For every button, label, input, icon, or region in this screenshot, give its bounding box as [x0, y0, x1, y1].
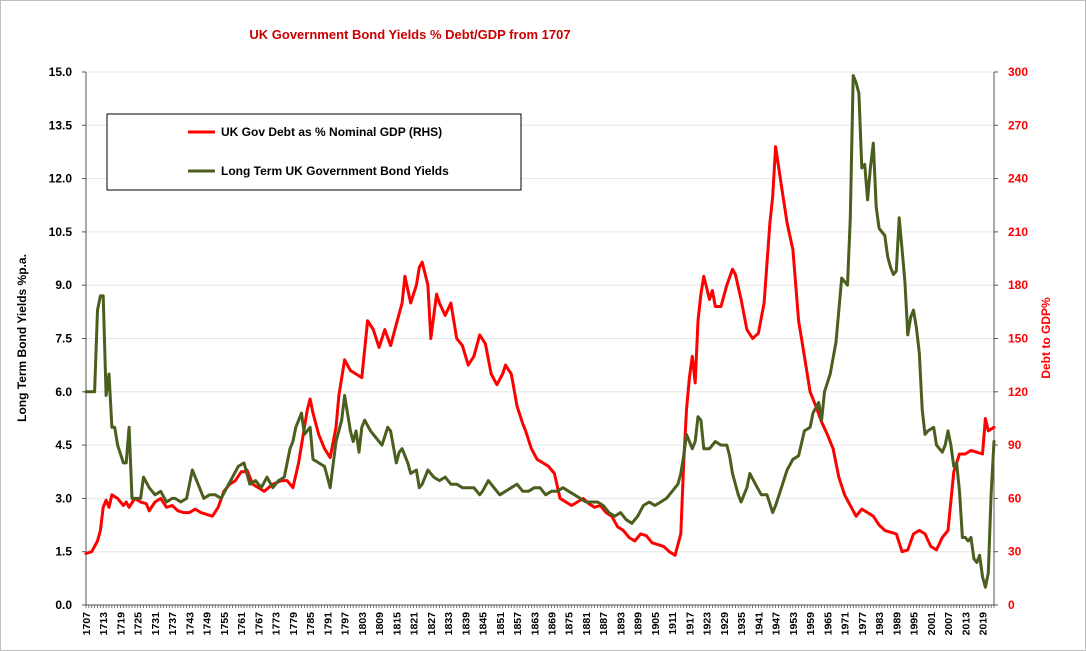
legend: UK Gov Debt as % Nominal GDP (RHS) Long … — [106, 113, 522, 191]
y2-tick-label: 240 — [1008, 172, 1028, 186]
x-tick-label: 1827 — [426, 612, 438, 636]
chart-title: UK Government Bond Yields % Debt/GDP fro… — [249, 27, 570, 42]
y2-axis-label: Debt to GDP% — [1039, 297, 1053, 379]
x-tick-label: 1929 — [719, 612, 731, 636]
x-tick-label: 1755 — [219, 612, 231, 636]
x-tick-label: 1743 — [184, 612, 196, 636]
x-tick-label: 1857 — [512, 612, 524, 636]
x-tick-labels: 1707 1713 1719 1725 1731 1737 1743 1749 1755 1761… — [81, 605, 995, 636]
x-tick-label: 1935 — [736, 612, 748, 636]
y2-tick-label: 180 — [1008, 278, 1028, 292]
x-tick-label: 1779 — [288, 612, 300, 636]
x-tick-label: 1839 — [460, 612, 472, 636]
x-tick-label: 1725 — [133, 612, 145, 636]
x-tick-label: 1959 — [805, 612, 817, 636]
x-tick-label: 1803 — [357, 612, 369, 636]
x-tick-label: 1899 — [633, 612, 645, 636]
x-tick-label: 1965 — [822, 612, 834, 636]
y2-tick-label: 30 — [1008, 545, 1022, 559]
y2-tick-label: 150 — [1008, 332, 1028, 346]
x-tick-label: 1881 — [581, 612, 593, 636]
x-tick-label: 2007 — [943, 612, 955, 636]
x-tick-label: 1737 — [167, 612, 179, 636]
x-tick-label: 1869 — [546, 612, 558, 636]
y-tick-label: 4.5 — [55, 438, 72, 452]
y2-tick-label: 300 — [1008, 65, 1028, 79]
legend-label-debt: UK Gov Debt as % Nominal GDP (RHS) — [221, 125, 442, 139]
x-tick-label: 1947 — [771, 612, 783, 636]
x-tick-label: 1773 — [271, 612, 283, 636]
y2-tick-label: 270 — [1008, 118, 1028, 132]
x-tick-label: 1887 — [598, 612, 610, 636]
right-y-tick-labels: 0 30 60 90 120 150 180 210 240 270 300 — [994, 65, 1028, 612]
x-tick-label: 1767 — [253, 612, 265, 636]
x-tick-label: 1731 — [150, 612, 162, 636]
x-tick-label: 1851 — [495, 612, 507, 636]
y2-tick-label: 0 — [1008, 598, 1015, 612]
series-lines — [84, 74, 996, 589]
legend-label-yields: Long Term UK Government Bond Yields — [221, 164, 449, 178]
y-tick-label: 1.5 — [55, 545, 72, 559]
x-tick-label: 1995 — [909, 612, 921, 636]
x-tick-label: 1809 — [374, 612, 386, 636]
x-tick-label: 1983 — [874, 612, 886, 636]
x-tick-label: 1719 — [115, 612, 127, 636]
x-tick-label: 1923 — [702, 612, 714, 636]
x-tick-label: 1917 — [684, 612, 696, 636]
x-tick-label: 1713 — [98, 612, 110, 636]
x-tick-label: 2019 — [978, 612, 990, 636]
x-tick-label: 1791 — [322, 612, 334, 636]
left-y-tick-labels: 0.0 1.5 3.0 4.5 6.0 7.5 9.0 10.5 12.0 13.5 15.0 — [49, 65, 73, 612]
x-tick-label: 2001 — [926, 612, 938, 636]
x-tick-label: 1821 — [409, 612, 421, 636]
y-tick-label: 7.5 — [55, 332, 72, 346]
y-tick-label: 10.5 — [49, 225, 73, 239]
y-tick-label: 13.5 — [49, 118, 73, 132]
x-tick-label: 1893 — [615, 612, 627, 636]
x-tick-label: 1971 — [840, 612, 852, 636]
y-tick-label: 0.0 — [55, 598, 72, 612]
y-tick-label: 15.0 — [49, 65, 73, 79]
y2-tick-label: 210 — [1008, 225, 1028, 239]
x-tick-label: 1749 — [202, 612, 214, 636]
series-line-yields — [84, 74, 996, 589]
y-tick-label: 9.0 — [55, 278, 72, 292]
x-tick-label: 1845 — [478, 612, 490, 636]
x-tick-label: 1911 — [667, 612, 679, 635]
x-tick-label: 1797 — [340, 612, 352, 636]
y-tick-label: 6.0 — [55, 385, 72, 399]
y-tick-label: 12.0 — [49, 172, 73, 186]
x-tick-label: 1785 — [305, 612, 317, 636]
x-tick-label: 1989 — [891, 612, 903, 636]
y-axis-label: Long Term Bond Yields %p.a. — [15, 254, 29, 422]
x-tick-label: 1761 — [236, 612, 248, 636]
x-tick-label: 1977 — [857, 612, 869, 636]
x-tick-label: 1815 — [391, 612, 403, 636]
x-tick-label: 1707 — [81, 612, 93, 636]
y2-tick-label: 90 — [1008, 438, 1022, 452]
x-tick-label: 1953 — [788, 612, 800, 636]
y2-tick-label: 120 — [1008, 385, 1028, 399]
x-tick-label: 1875 — [564, 612, 576, 636]
y2-tick-label: 60 — [1008, 491, 1022, 505]
x-tick-label: 1941 — [753, 612, 765, 636]
y-tick-label: 3.0 — [55, 491, 72, 505]
x-tick-label: 1905 — [650, 612, 662, 636]
x-tick-label: 1863 — [529, 612, 541, 636]
legend-box — [106, 113, 522, 191]
x-tick-label: 1833 — [443, 612, 455, 636]
x-tick-label: 2013 — [960, 612, 972, 636]
